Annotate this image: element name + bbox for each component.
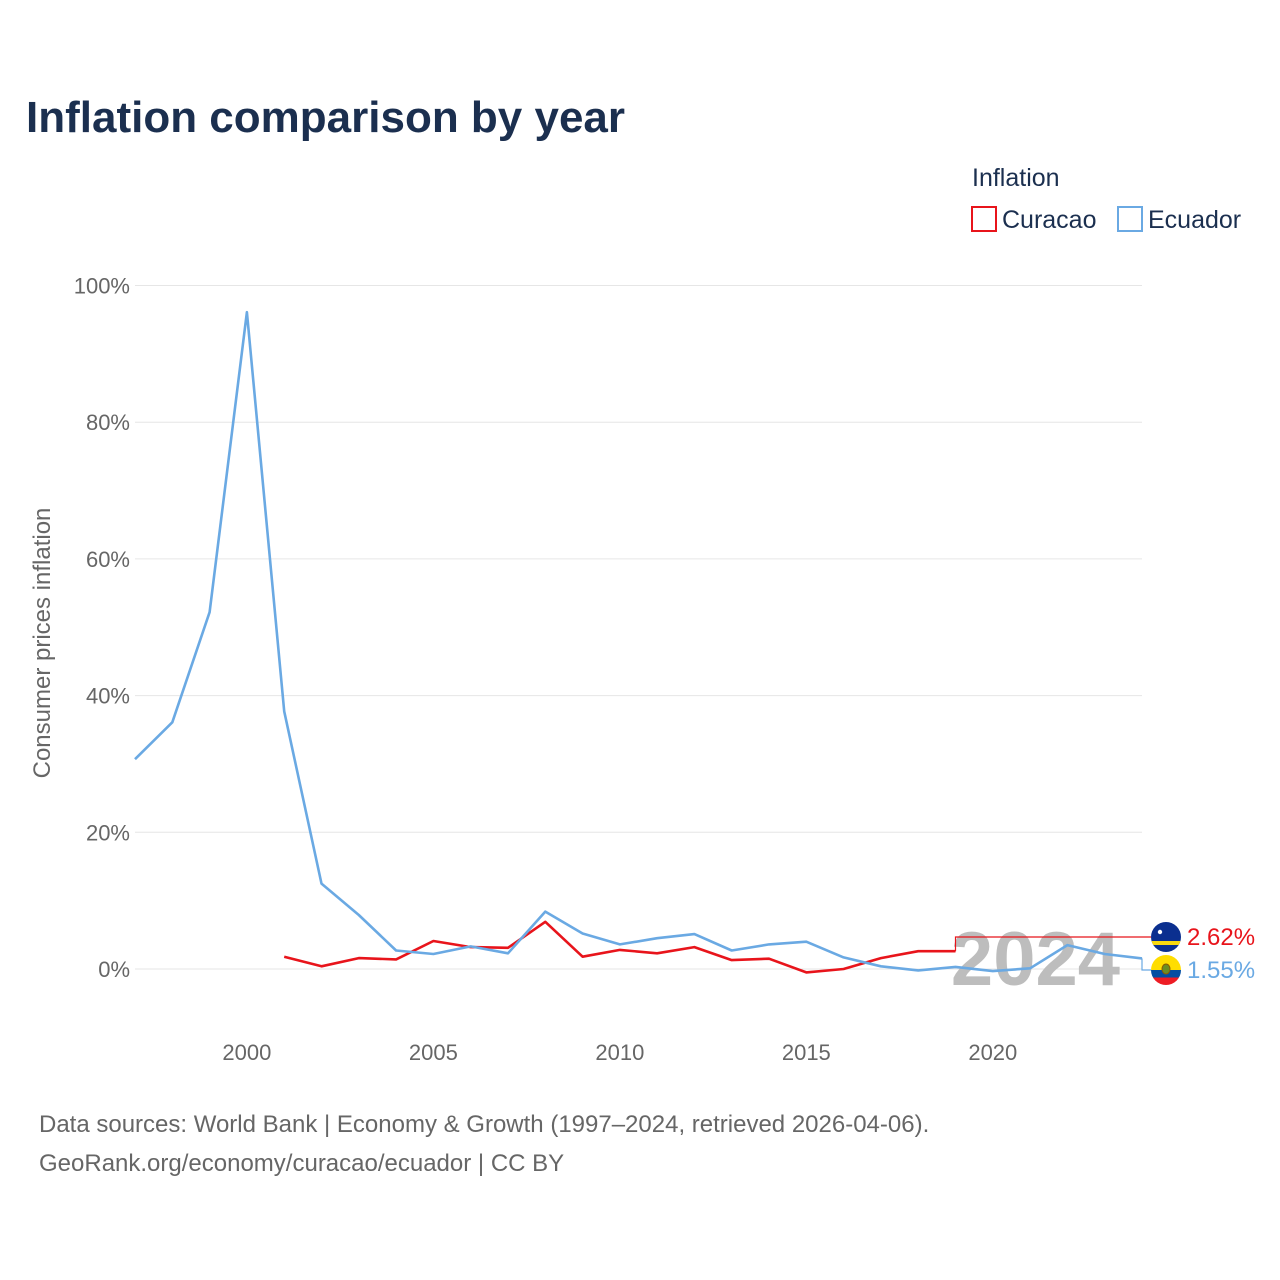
x-tick-label: 2010	[595, 1040, 644, 1065]
y-axis-label: Consumer prices inflation	[29, 508, 56, 779]
curacao-flag-icon	[1151, 922, 1181, 952]
end-markers: 2.62% 1.55%	[954, 922, 1255, 985]
flag-star	[1157, 929, 1163, 935]
legend-title: Inflation	[972, 164, 1060, 192]
y-axis-ticks: 0% 20% 40% 60% 80% 100%	[74, 274, 130, 983]
ecuador-flag-icon	[1151, 955, 1181, 985]
y-tick-label: 100%	[74, 274, 130, 299]
y-tick-label: 60%	[86, 547, 130, 572]
series-lines	[134, 310, 1143, 974]
end-connector-ecuador	[1141, 958, 1151, 971]
end-value-label-curacao: 2.62%	[1187, 924, 1255, 951]
flag-field	[1151, 922, 1181, 952]
legend-label-ecuador[interactable]: Ecuador	[1148, 206, 1241, 234]
flag-emblem	[1161, 963, 1171, 975]
gridlines	[135, 285, 1142, 970]
x-tick-label: 2005	[409, 1040, 458, 1065]
x-tick-label: 2000	[222, 1040, 271, 1065]
x-tick-label: 2020	[968, 1040, 1017, 1065]
y-tick-label: 20%	[86, 820, 130, 845]
current-year-watermark: 2024	[951, 917, 1120, 1002]
flag-band-yellow	[1151, 955, 1181, 970]
end-connector-curacao	[954, 936, 1151, 952]
y-tick-label: 0%	[98, 957, 130, 982]
legend-swatch-curacao[interactable]	[971, 206, 997, 232]
x-tick-label: 2015	[782, 1040, 831, 1065]
flag-stripe	[1151, 941, 1181, 945]
legend-label-curacao[interactable]: Curacao	[1002, 206, 1097, 234]
legend-swatch-ecuador[interactable]	[1117, 206, 1143, 232]
flag-band-red	[1151, 977, 1181, 985]
legend[interactable]: Curacao Ecuador	[971, 206, 1241, 234]
chart-title: Inflation comparison by year	[26, 93, 625, 142]
series-line-ecuador	[134, 310, 1143, 973]
y-tick-label: 40%	[86, 684, 130, 709]
series-line-curacao	[283, 920, 956, 974]
source-line-2[interactable]: GeoRank.org/economy/curacao/ecuador | CC…	[39, 1150, 564, 1177]
end-value-label-ecuador: 1.55%	[1187, 957, 1255, 984]
x-axis-ticks: 2000 2005 2010 2015 2020	[222, 1040, 1017, 1065]
source-line-1: Data sources: World Bank | Economy & Gro…	[39, 1111, 929, 1138]
y-tick-label: 80%	[86, 410, 130, 435]
